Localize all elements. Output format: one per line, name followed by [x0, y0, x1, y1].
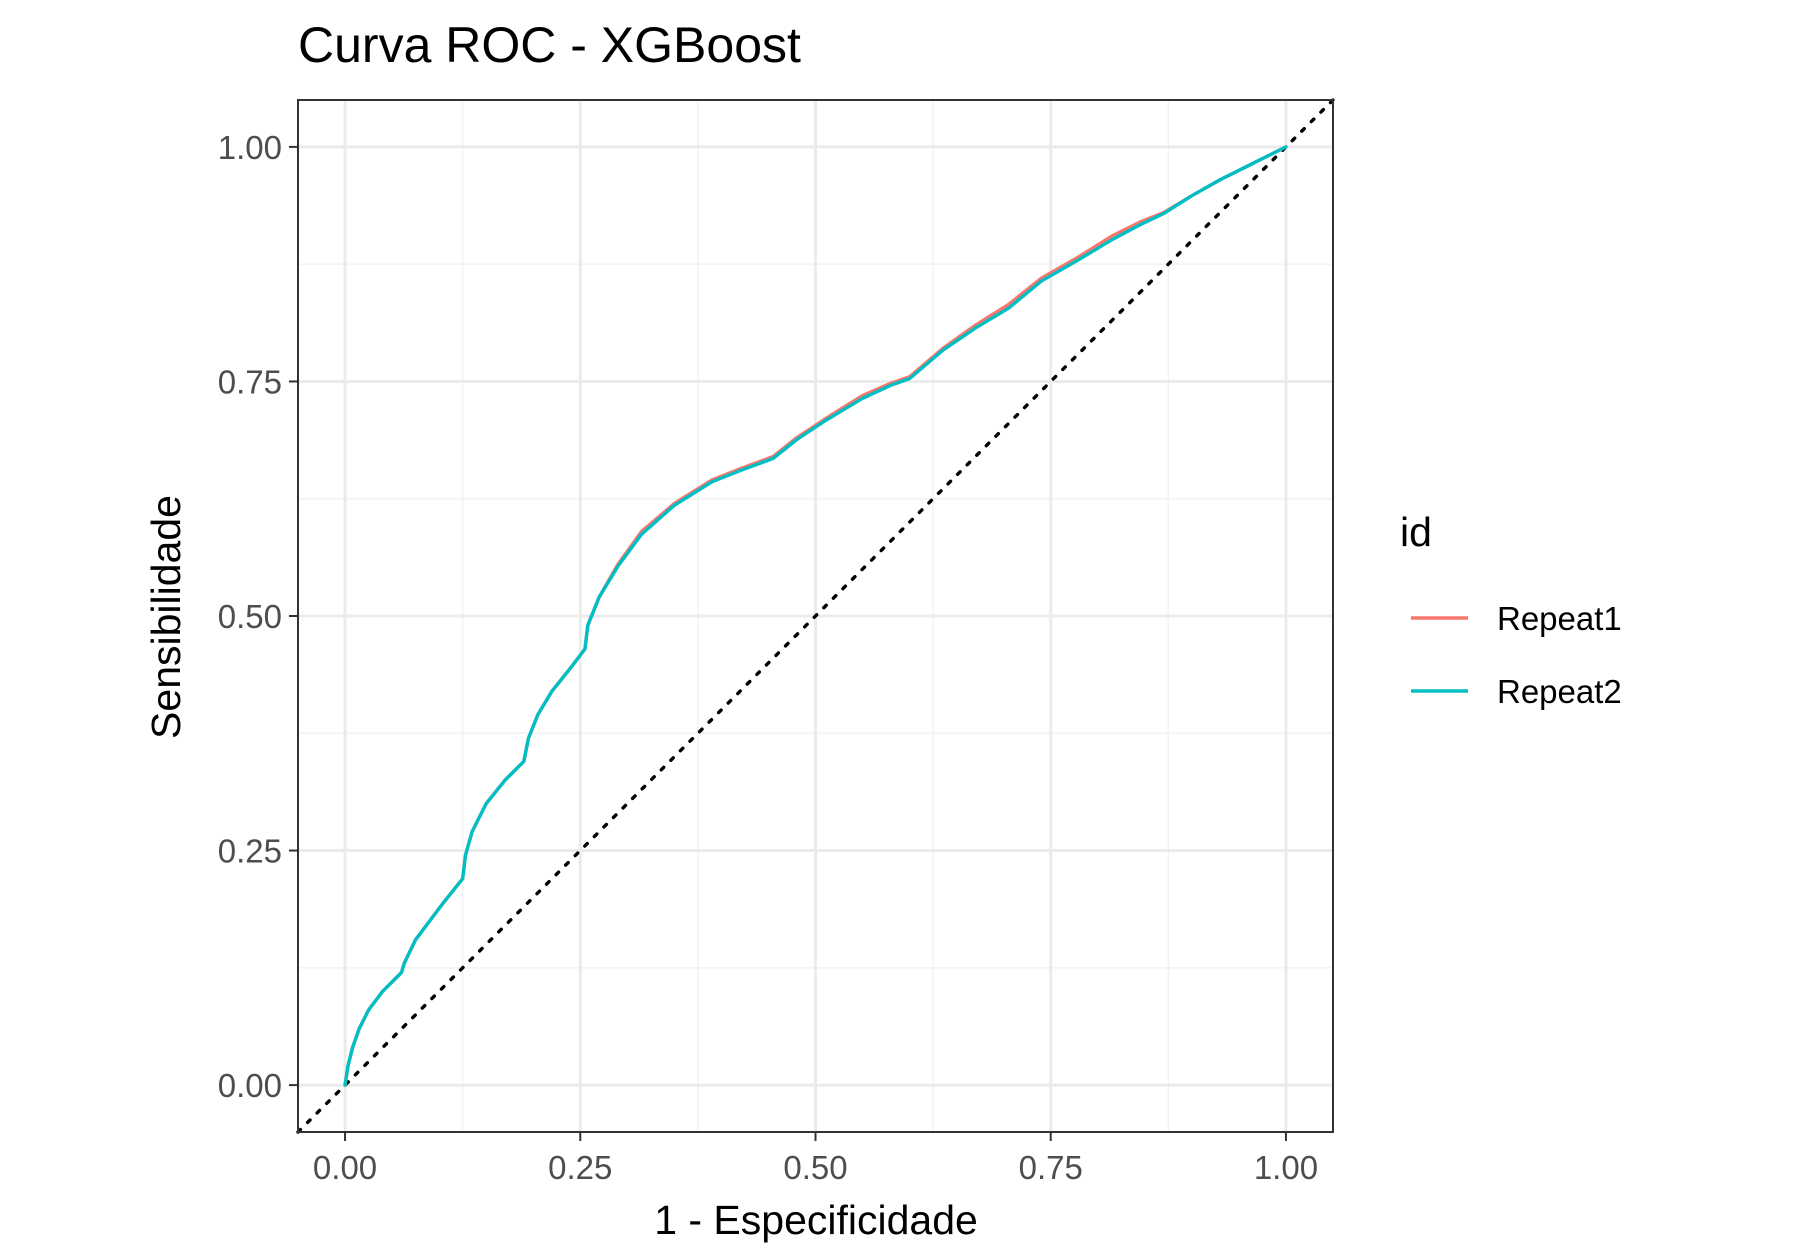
legend: id Repeat1 Repeat2	[1400, 509, 1622, 710]
x-axis-title: 1 - Especificidade	[654, 1197, 978, 1243]
legend-title: id	[1400, 509, 1432, 555]
series-line-repeat2	[343, 145, 1288, 1087]
x-tick-label: 0.25	[548, 1149, 612, 1186]
y-tick-label: 0.75	[218, 363, 282, 400]
y-axis-title: Sensibilidade	[143, 495, 189, 739]
legend-label-repeat1: Repeat1	[1497, 600, 1622, 637]
legend-items: Repeat1 Repeat2	[1411, 600, 1622, 710]
reference-diagonal-line	[296, 98, 1335, 1134]
x-axis-ticks: 0.00 0.25 0.50 0.75 1.00	[313, 1132, 1318, 1186]
legend-label-repeat2: Repeat2	[1497, 673, 1622, 710]
series-layer	[343, 145, 1288, 1087]
x-tick-label: 0.50	[783, 1149, 847, 1186]
chart-title: Curva ROC - XGBoost	[298, 17, 801, 73]
y-tick-label: 0.00	[218, 1067, 282, 1104]
y-tick-label: 0.50	[218, 598, 282, 635]
y-axis-ticks: 0.00 0.25 0.50 0.75 1.00	[218, 129, 298, 1104]
x-tick-label: 1.00	[1254, 1149, 1318, 1186]
y-tick-label: 1.00	[218, 129, 282, 166]
y-tick-label: 0.25	[218, 833, 282, 870]
x-tick-label: 0.75	[1019, 1149, 1083, 1186]
x-tick-label: 0.00	[313, 1149, 377, 1186]
